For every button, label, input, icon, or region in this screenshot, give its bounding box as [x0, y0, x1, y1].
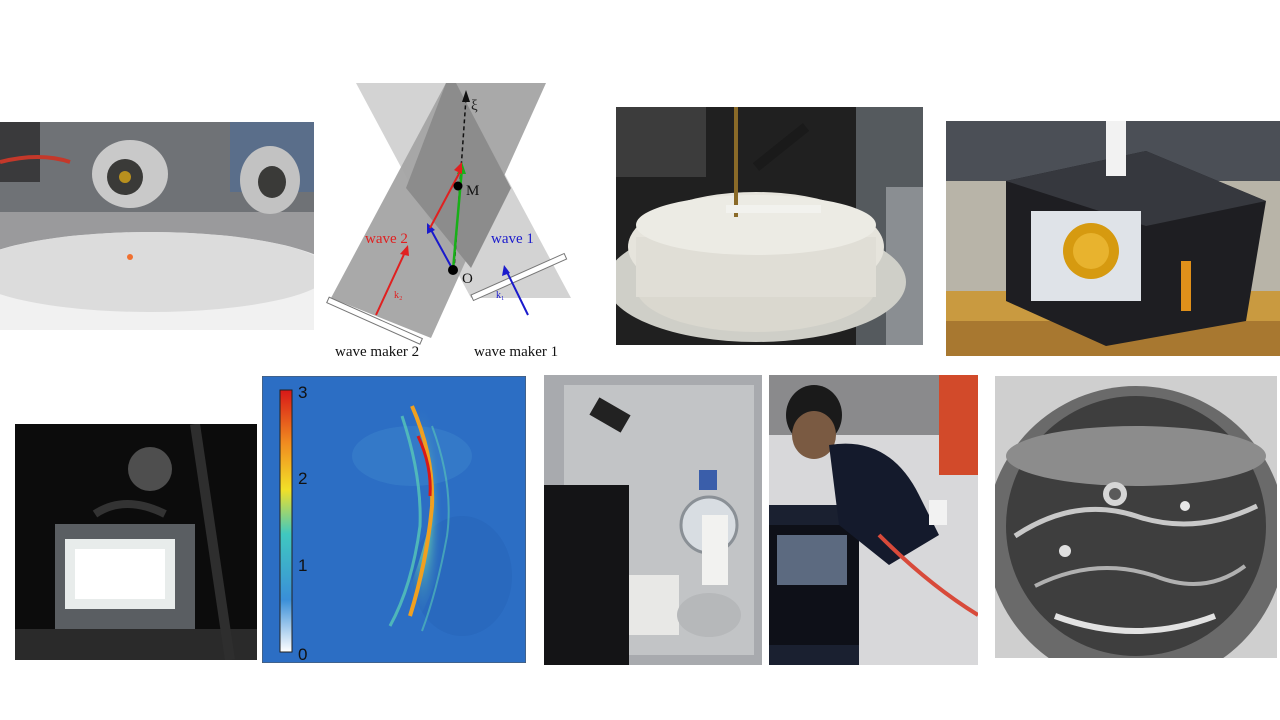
flight-experiment-rack-photo	[946, 121, 1280, 356]
wave1-vector	[429, 227, 454, 271]
label-k2: k₂	[394, 290, 403, 301]
wavefront-crest	[408, 405, 435, 617]
label-k1: k₁	[496, 290, 505, 301]
axis-label-xi: ξ	[471, 98, 478, 114]
wave-amplitude-heatmap: 3 2 1 0	[262, 376, 526, 663]
wave-maker-1-bar	[470, 252, 568, 302]
experiment-rack-interior-photo	[544, 375, 762, 665]
label-wave-1: wave 1	[491, 231, 534, 247]
colorbar-tick-0: 0	[298, 645, 307, 663]
k1-arrow	[505, 269, 529, 316]
heatmap-svg: 3 2 1 0	[262, 376, 526, 663]
colorbar-tick-3: 3	[298, 383, 307, 402]
label-m: M	[466, 183, 479, 199]
colorbar	[279, 389, 293, 653]
wave-interference-diagram: ξ M O wave 2 wave 1 k₂ k₁ wave maker 2 w…	[326, 80, 576, 365]
wave2-vector	[429, 167, 463, 229]
label-wave-maker-1: wave maker 1	[474, 344, 558, 360]
label-wave-maker-2: wave maker 2	[335, 344, 419, 360]
tank-with-two-wave-makers-photo	[0, 122, 314, 330]
point-m	[453, 181, 463, 191]
point-o	[448, 265, 458, 275]
wave-diagram-svg: ξ M O wave 2 wave 1 k₂ k₁ wave maker 2 w…	[326, 83, 571, 360]
illuminated-cell-photo	[15, 424, 257, 660]
foam-filled-circular-tank-photo	[616, 107, 923, 345]
k2-arrow	[375, 249, 407, 316]
label-o: O	[462, 271, 473, 287]
colorbar-tick-2: 2	[298, 469, 307, 488]
xi-arrowhead	[462, 90, 470, 102]
wavefront-peak	[416, 435, 432, 497]
label-wave-2: wave 2	[365, 231, 408, 247]
wave-maker-2-bar	[326, 296, 424, 345]
operators-in-flight-suits-photo	[769, 375, 978, 665]
colorbar-tick-1: 1	[298, 556, 307, 575]
liquid-sphere-grayscale-photo	[995, 376, 1277, 658]
